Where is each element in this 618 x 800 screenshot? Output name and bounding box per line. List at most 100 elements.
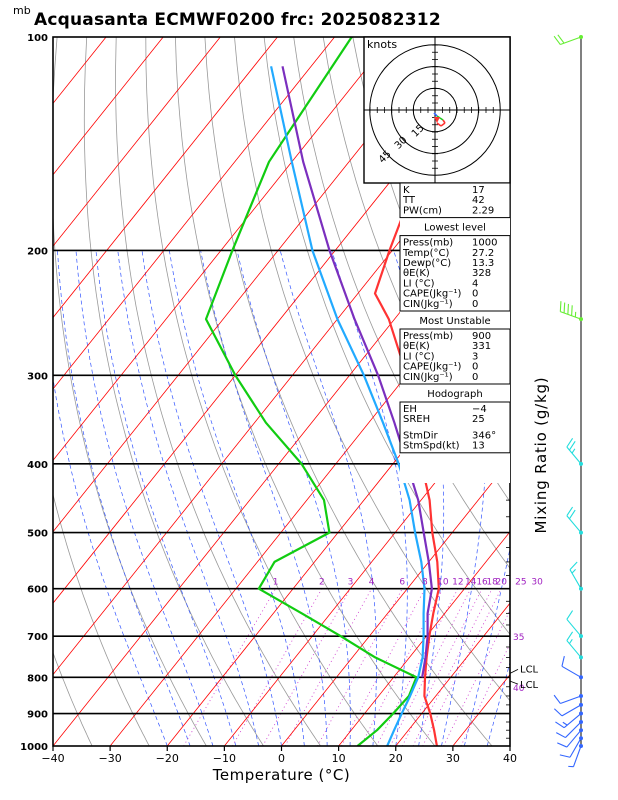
mixing-ratio-line <box>360 588 444 746</box>
wind-barb-staff <box>572 745 582 767</box>
mixing-ratio-label: 3 <box>348 578 354 588</box>
mixing-ratio-line <box>262 588 351 746</box>
wind-barb-dot <box>579 702 583 707</box>
y-tick-label: 400 <box>27 460 48 471</box>
background-grid <box>53 37 618 746</box>
index-label: EH <box>403 404 417 415</box>
wind-barb-dot <box>579 35 583 39</box>
index-label: Press(mb) <box>403 331 453 342</box>
index-value: 1000 <box>472 238 497 249</box>
x-tick-label: −40 <box>41 752 64 765</box>
dry-adiabat <box>263 37 510 636</box>
wind-barb-staff <box>560 695 582 704</box>
mixing-ratio-line <box>376 588 459 746</box>
x-tick-label: 40 <box>503 752 517 765</box>
dry-adiabat <box>293 37 510 569</box>
index-label: LI (°C) <box>403 351 435 362</box>
mixing-ratio-label: 6 <box>399 578 405 588</box>
dry-adiabat <box>560 37 618 746</box>
wind-barb-staff <box>566 618 582 637</box>
index-value: 27.2 <box>472 248 494 259</box>
mixing-ratio-line <box>284 588 372 746</box>
index-value: 42 <box>472 195 485 206</box>
wind-barb-staff <box>560 36 582 46</box>
wind-barb-feather <box>566 437 574 448</box>
isotherm <box>53 37 164 176</box>
pressure-unit-label: mb <box>13 4 31 17</box>
index-value: 3 <box>472 351 478 362</box>
hodograph-segment <box>436 122 442 127</box>
moist-adiabat <box>236 250 351 746</box>
mixing-ratio-label: 30 <box>531 578 543 588</box>
wind-barb-dot <box>579 736 583 741</box>
wind-barb-staff <box>563 713 582 729</box>
index-value: 328 <box>472 268 491 279</box>
index-value: 4 <box>472 278 478 289</box>
index-box <box>399 182 511 219</box>
wind-barb-feather <box>571 448 576 454</box>
mixing-ratio-label: 10 <box>437 578 449 588</box>
mixing-ratio-label: 12 <box>452 578 463 588</box>
x-tick-label: 20 <box>389 752 403 765</box>
isotherm <box>395 602 510 746</box>
isotherm <box>53 37 278 319</box>
moist-adiabat <box>95 250 237 746</box>
index-value: −4 <box>472 404 487 415</box>
mixing-ratio-line <box>232 588 323 746</box>
mixing-ratio-label: 8 <box>422 578 428 588</box>
wind-barb-dot <box>579 634 583 639</box>
wind-barb-feather <box>567 303 569 315</box>
x-tick-label: 10 <box>332 752 346 765</box>
chart-title: Acquasanta ECMWF0200 frc: 2025082312 <box>34 10 441 30</box>
x-tick-label: 0 <box>278 752 285 765</box>
index-label: Dewp(°C) <box>403 258 451 269</box>
moist-adiabat <box>200 250 328 746</box>
dry-adiabat <box>83 37 264 746</box>
hodograph-segment <box>433 112 438 117</box>
dry-adiabat <box>53 651 93 746</box>
wind-barb-feather <box>571 305 573 316</box>
index-value: 25 <box>472 414 485 425</box>
index-label: TT <box>402 195 416 206</box>
mixing-ratio-line <box>183 588 276 746</box>
wind-barb-feather <box>555 721 565 729</box>
x-tick-label: 30 <box>446 752 460 765</box>
wind-barb-feather <box>569 561 578 571</box>
mixing-ratio-line <box>317 588 403 746</box>
y-tick-label: 300 <box>27 371 48 382</box>
lcl-tick <box>509 680 519 685</box>
wind-barb-dot <box>579 461 583 466</box>
isotherm <box>509 745 510 746</box>
index-label: StmDir <box>403 430 438 441</box>
index-value: 0 <box>472 299 478 310</box>
wind-barb-dot <box>579 655 583 660</box>
x-axis-title: Temperature (°C) <box>212 766 350 784</box>
wind-barb-feather <box>553 708 563 717</box>
hodograph-segment <box>439 117 444 121</box>
index-value: 17 <box>472 185 485 196</box>
wind-barb-staff <box>566 640 582 658</box>
wind-barb-feather <box>568 441 576 451</box>
index-box <box>399 401 511 454</box>
wind-barb-dot <box>579 693 583 698</box>
wind-barb-feather <box>566 610 574 620</box>
mixing-ratio-label: 14 <box>465 578 477 588</box>
index-section-title: Lowest level <box>424 223 486 234</box>
wind-barb-feather <box>559 301 562 312</box>
x-tick-label: −10 <box>213 752 236 765</box>
wind-barb-dot <box>579 711 583 716</box>
isotherm <box>281 459 510 746</box>
wind-barb-feather <box>568 638 573 644</box>
mixing-ratio-label: 16 <box>476 578 488 588</box>
wind-barb-dot <box>579 744 583 748</box>
moist-adiabat <box>57 250 191 746</box>
wetbulb-curve <box>270 66 426 746</box>
index-value: 0 <box>472 362 478 373</box>
mixing-ratio-label: 2 <box>319 578 325 588</box>
isotherm <box>53 37 221 247</box>
hodograph-units: knots <box>367 38 397 51</box>
index-label: Press(mb) <box>403 238 453 249</box>
wind-barb-staff <box>566 515 582 533</box>
